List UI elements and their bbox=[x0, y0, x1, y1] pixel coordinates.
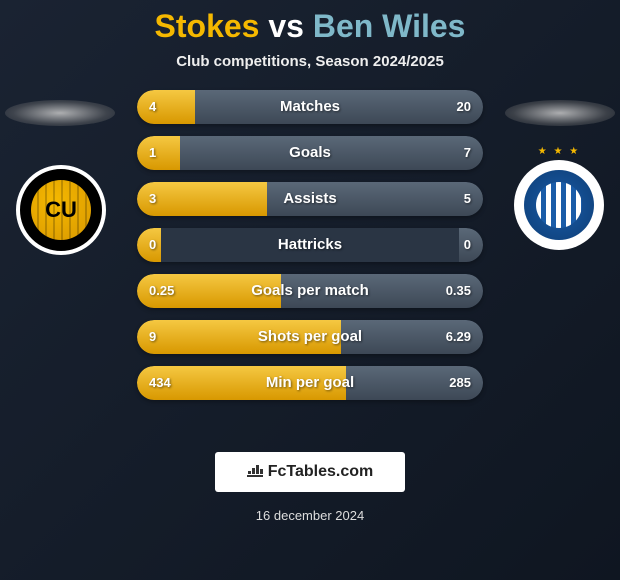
crest-left-text: CU bbox=[45, 197, 77, 223]
site-logo[interactable]: FcTables.com bbox=[215, 452, 405, 492]
comparison-title: Stokes vs Ben Wiles bbox=[0, 0, 620, 45]
stat-value-left: 1 bbox=[149, 136, 156, 170]
stat-row: Goals per match0.25 0.35 bbox=[137, 274, 483, 308]
player1-silhouette-shadow bbox=[5, 100, 115, 126]
chart-icon bbox=[247, 463, 263, 481]
stat-value-left: 434 bbox=[149, 366, 171, 400]
stat-label: Assists bbox=[137, 182, 483, 216]
stat-value-left: 3 bbox=[149, 182, 156, 216]
player1-club-crest: CU bbox=[16, 165, 106, 255]
stat-value-right: 0.35 bbox=[446, 274, 471, 308]
site-logo-text: FcTables.com bbox=[268, 463, 374, 481]
stat-label: Matches bbox=[137, 90, 483, 124]
stat-value-right: 5 bbox=[464, 182, 471, 216]
stat-row: Min per goal434 285 bbox=[137, 366, 483, 400]
player2-silhouette-shadow bbox=[505, 100, 615, 126]
stat-value-right: 0 bbox=[464, 228, 471, 262]
player2-name: Ben Wiles bbox=[313, 8, 466, 44]
stats-list: Matches4 20 Goals1 7 Assists3 5 Hattricks0 0 Goa… bbox=[137, 90, 483, 412]
stat-row: Matches4 20 bbox=[137, 90, 483, 124]
stat-label: Min per goal bbox=[137, 366, 483, 400]
stat-value-left: 4 bbox=[149, 90, 156, 124]
stat-value-left: 0.25 bbox=[149, 274, 174, 308]
snapshot-date: 16 december 2024 bbox=[0, 508, 620, 523]
stat-value-right: 7 bbox=[464, 136, 471, 170]
season-subtitle: Club competitions, Season 2024/2025 bbox=[0, 53, 620, 70]
crest-right-badge bbox=[524, 170, 594, 240]
stat-label: Goals bbox=[137, 136, 483, 170]
stat-value-right: 6.29 bbox=[446, 320, 471, 354]
stat-label: Shots per goal bbox=[137, 320, 483, 354]
crest-left-badge: CU bbox=[31, 180, 91, 240]
stat-value-left: 0 bbox=[149, 228, 156, 262]
stat-row: Hattricks0 0 bbox=[137, 228, 483, 262]
crest-right-stars: ★ ★ ★ bbox=[538, 146, 580, 157]
stat-value-right: 285 bbox=[449, 366, 471, 400]
stat-value-right: 20 bbox=[457, 90, 471, 124]
vs-separator: vs bbox=[268, 8, 304, 44]
crest-right-stripes bbox=[536, 182, 582, 228]
stat-row: Goals1 7 bbox=[137, 136, 483, 170]
player2-club-crest: ★ ★ ★ bbox=[514, 160, 604, 250]
stat-row: Shots per goal9 6.29 bbox=[137, 320, 483, 354]
stat-value-left: 9 bbox=[149, 320, 156, 354]
stat-label: Goals per match bbox=[137, 274, 483, 308]
player1-name: Stokes bbox=[155, 8, 260, 44]
comparison-body: CU ★ ★ ★ Matches4 20 Goals1 7 Assists3 5 Hattr… bbox=[0, 90, 620, 440]
stat-row: Assists3 5 bbox=[137, 182, 483, 216]
stat-label: Hattricks bbox=[137, 228, 483, 262]
